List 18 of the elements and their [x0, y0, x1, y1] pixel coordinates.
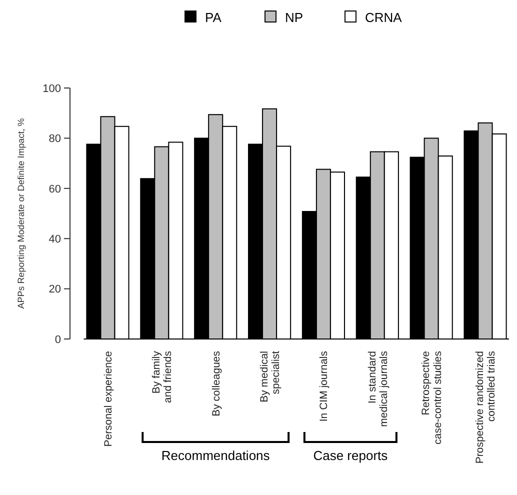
legend-label: NP [285, 10, 304, 25]
y-tick-label: 20 [48, 284, 61, 296]
y-tick-label: 80 [48, 133, 61, 146]
x-tick-label: By medical specialist [258, 350, 282, 402]
text: Recommendations [161, 448, 270, 463]
y-tick-label: 0 [54, 334, 61, 346]
text: Case reports [313, 448, 388, 463]
legend-label: PA [205, 10, 222, 25]
y-tick-label: 60 [48, 183, 61, 196]
y-axis-title: APPs Reporting Moderate or Definite Impact, % [16, 118, 26, 309]
x-tick-label: In standard medical journals [366, 350, 390, 427]
x-tick-label: By colleagues [210, 351, 222, 416]
x-tick-label: Personal experience [102, 350, 114, 447]
legend-label: CRNA [365, 10, 402, 25]
y-tick-label: 40 [48, 233, 61, 246]
x-tick-label: By family and friends [150, 350, 174, 403]
x-tick-label: In CIM journals [318, 351, 330, 422]
y-tick-label: 100 [42, 82, 61, 95]
